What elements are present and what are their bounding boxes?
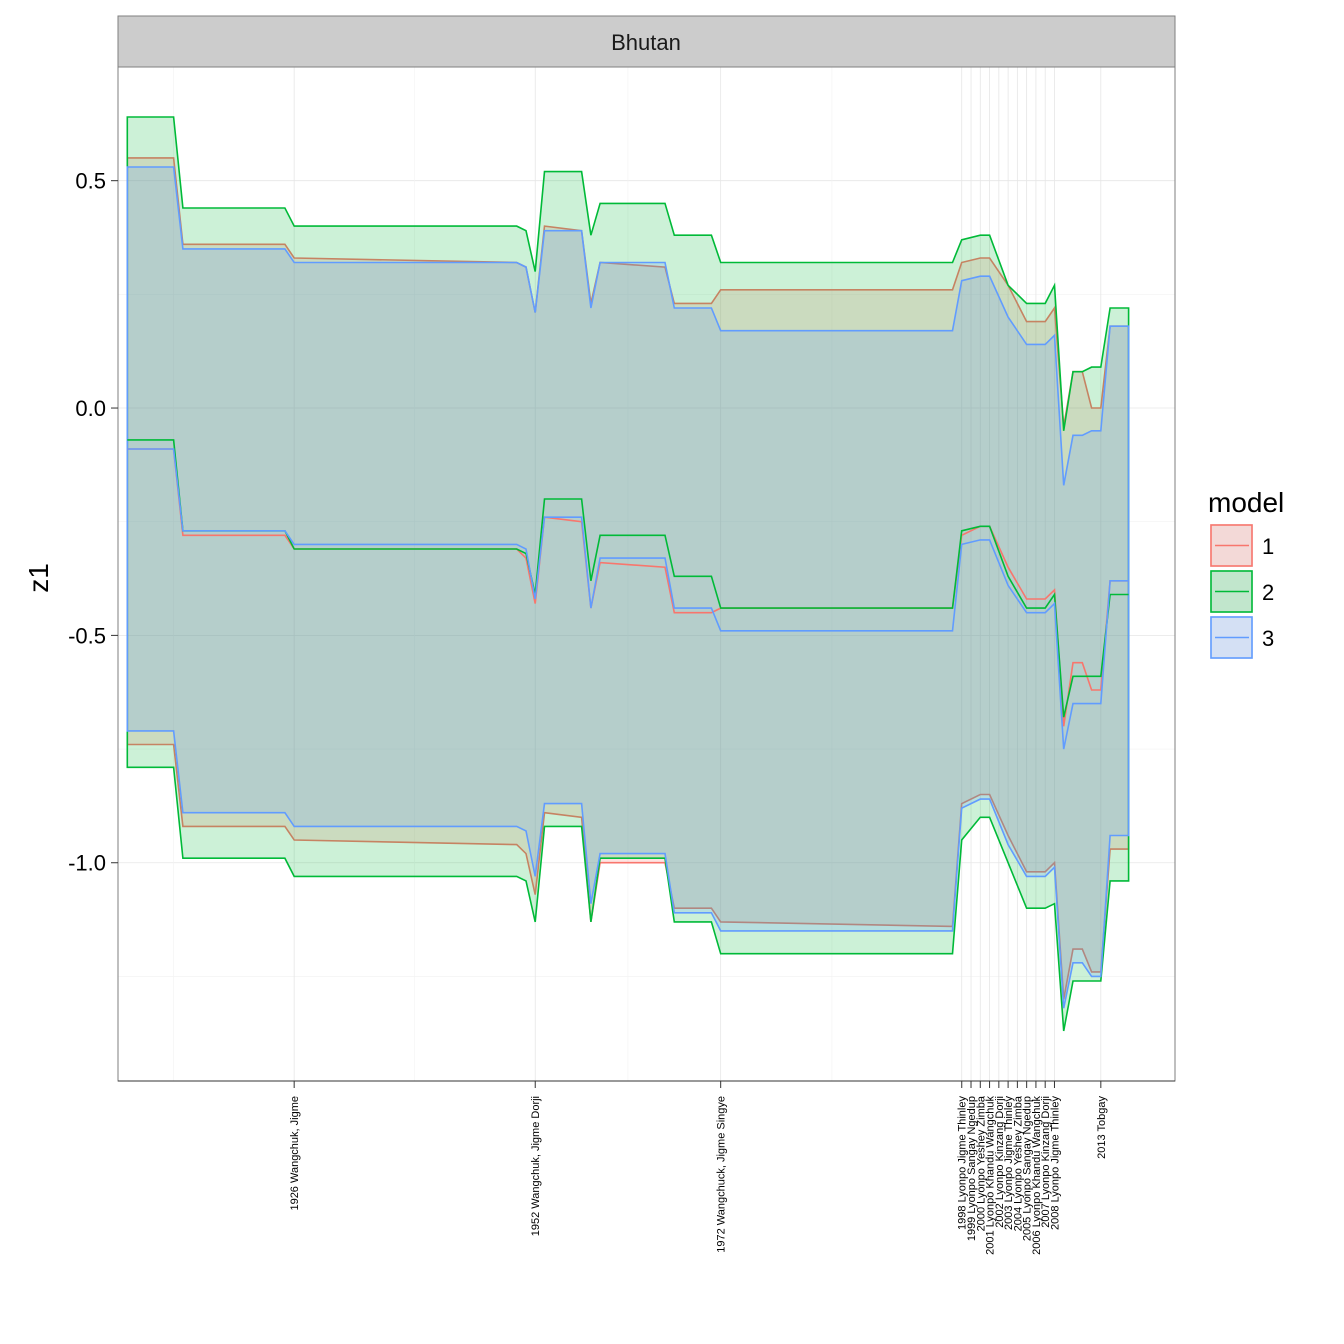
y-tick-label: -1.0 — [68, 851, 106, 876]
x-tick-label: 2003 Lyonpo Jigme Thinley — [1003, 1096, 1015, 1230]
x-tick-label: 2004 Lyonpo Yeshey Zimba — [1012, 1095, 1024, 1231]
ribbon-series-3 — [126, 166, 1130, 1009]
legend-label-3: 3 — [1262, 626, 1274, 651]
x-tick-label: 2013 Tobgay — [1096, 1096, 1108, 1159]
facet-title: Bhutan — [611, 30, 681, 55]
x-tick-label: 1998 Lyonpo Jigme Thinley — [957, 1096, 969, 1230]
y-tick-label: 0.5 — [75, 169, 106, 194]
x-tick-label: 1999 Lyonpo Sangay Ngedup — [966, 1096, 978, 1241]
x-tick-label: 2002 Lyonpo Kinzang Dorji — [994, 1096, 1006, 1228]
mean-line-series-3 — [127, 448, 1129, 750]
legend-title: model — [1208, 487, 1284, 518]
legend-label-1: 1 — [1262, 534, 1274, 559]
legend-label-2: 2 — [1262, 580, 1274, 605]
series-lines — [127, 439, 1129, 750]
facet-strip — [117, 15, 1176, 68]
x-tick-label: 2006 Lyonpo Khandu Wangchuk — [1031, 1096, 1043, 1255]
y-axis: 0.5 0.0 -0.5 -1.0 — [68, 67, 119, 1081]
ribbon-layer — [126, 116, 1130, 1032]
ribbon-series-2 — [126, 116, 1130, 1032]
x-tick-label: 2005 Lyonpo Sangay Ngedup — [1022, 1096, 1034, 1241]
y-tick-label: -0.5 — [68, 623, 106, 648]
x-axis: 1926 Wangchuk, Jigme 1952 Wangchuk, Jigme… — [118, 1080, 1175, 1255]
x-tick-label: 2001 Lyonpo Khandu Wangchuk — [985, 1096, 997, 1255]
x-tick-label: 2000 Lyonpo Yeshey Zimba — [975, 1095, 987, 1231]
x-tick-label: 1972 Wangchuck, Jigme Singye — [716, 1096, 728, 1253]
x-tick-label: 1952 Wangchuk, Jigme Dorji — [530, 1096, 542, 1236]
y-tick-label: 0.0 — [75, 396, 106, 421]
mean-line-series-2 — [127, 439, 1129, 718]
x-tick-label: 2007 Lyonpo Kinzang Dorji — [1040, 1096, 1052, 1228]
legend: model 1 2 3 — [1208, 487, 1284, 659]
x-tick-label: 2008 Lyonpo Jigme Thinley — [1050, 1096, 1062, 1230]
y-axis-title: z1 — [23, 563, 54, 593]
x-tick-label: 1926 Wangchuk, Jigme — [289, 1096, 301, 1211]
legend-keys: 1 2 3 — [1210, 524, 1274, 659]
